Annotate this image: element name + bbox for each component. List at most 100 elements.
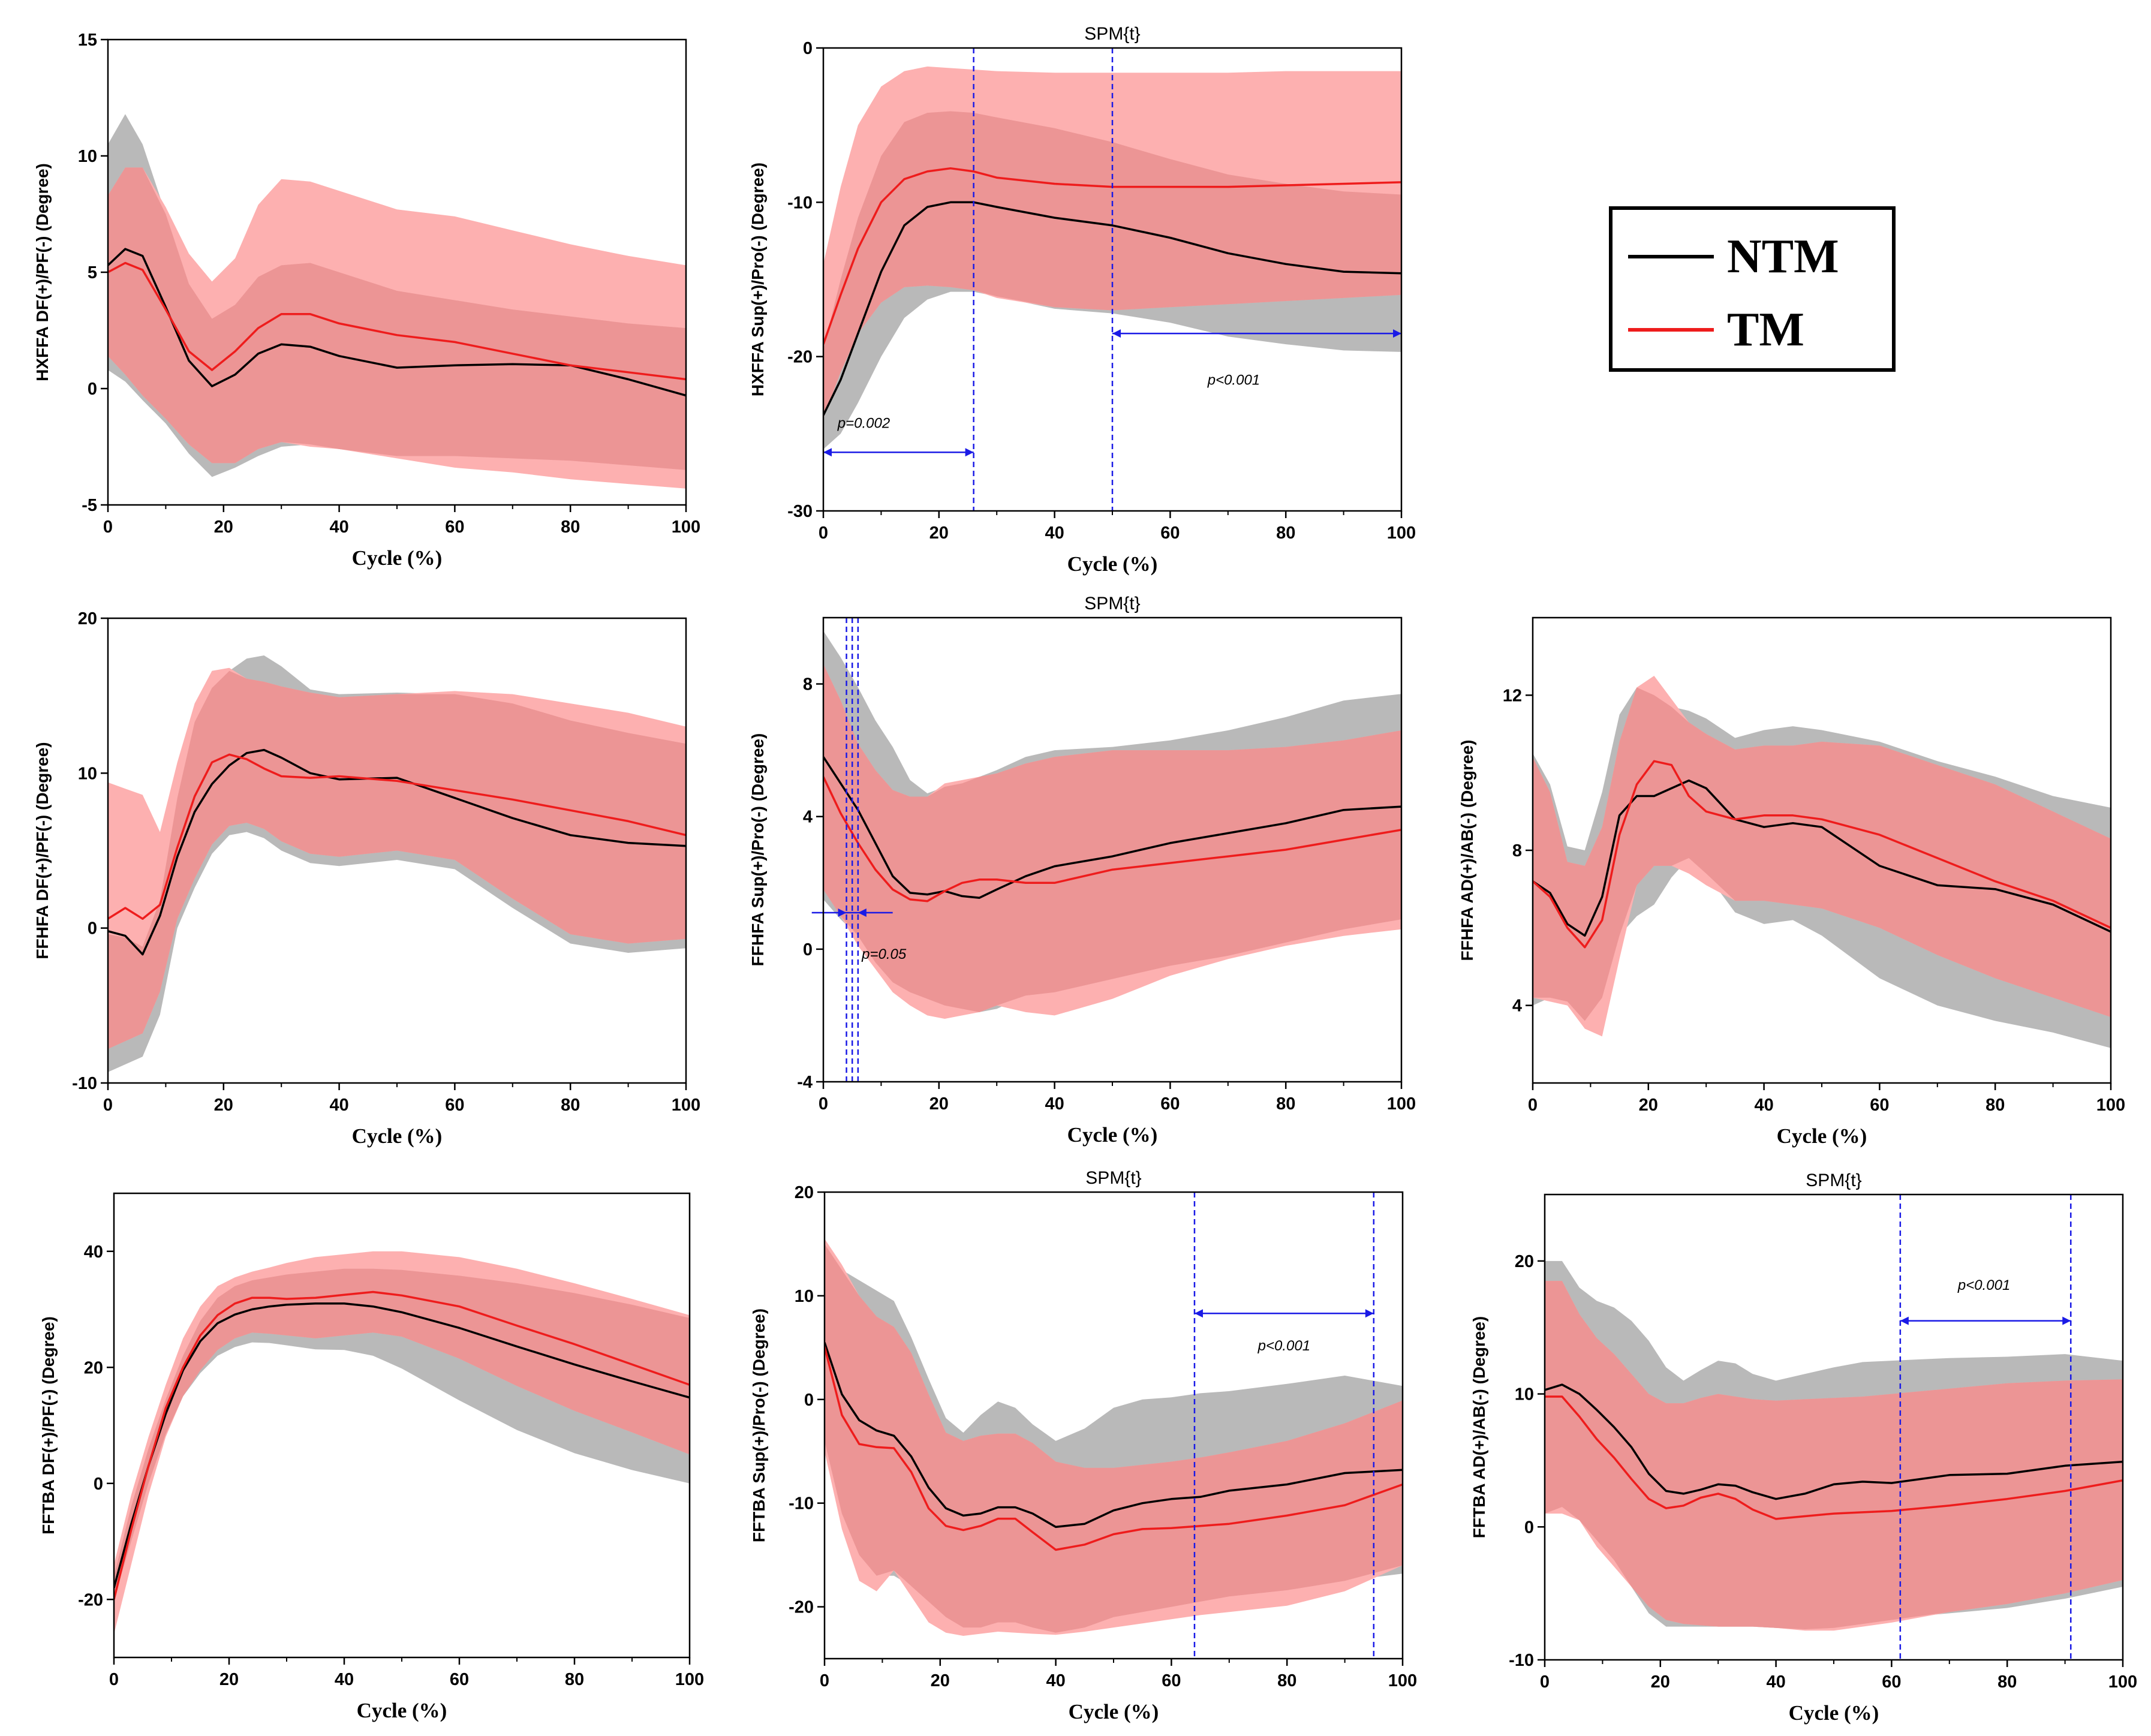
x-tick-label: 60: [1160, 523, 1180, 543]
overlap-band: [823, 664, 1401, 1012]
x-tick-label: 40: [1766, 1672, 1785, 1692]
x-tick-label: 60: [1162, 1671, 1181, 1690]
chart-hxffa-dfpf: 0 20 40 60 80 100 -5 0 5 10 15 Cycle (%) HXFFA DF(+)…: [33, 31, 700, 570]
x-tick-label: 40: [329, 1096, 348, 1115]
x-axis-title: Cycle (%): [1777, 1124, 1867, 1148]
y-axis-title: HXFFA DF(+)/PF(-) (Degree): [33, 163, 52, 381]
y-tick-label: 12: [1503, 686, 1522, 705]
y-tick-label: 0: [803, 940, 813, 959]
x-tick-label: 0: [820, 1671, 829, 1690]
x-tick-label: 0: [109, 1670, 119, 1689]
x-tick-label: 40: [335, 1670, 354, 1689]
spm-arrowhead: [2062, 1316, 2071, 1325]
y-tick-label: -10: [1509, 1651, 1534, 1670]
x-tick-label: 100: [1387, 1094, 1416, 1114]
chart-ffhfa-adab: 0 20 40 60 80 100 4 8 12 Cycle (%) FFHFA AD(+)/AB(…: [1458, 616, 2125, 1148]
x-tick-label: 20: [931, 1671, 950, 1690]
spm-p-value: p<0.001: [1957, 1277, 2010, 1293]
ntm-mean-line: [108, 248, 686, 397]
x-tick-label: 0: [103, 518, 113, 537]
spm-p-value: p<0.001: [1257, 1338, 1310, 1354]
y-tick-label: 0: [88, 919, 97, 938]
legend-label-tm: TM: [1727, 303, 1804, 356]
overlap-band: [1545, 1281, 2123, 1629]
x-tick-label: 80: [1985, 1096, 2005, 1115]
x-tick-label: 80: [565, 1670, 584, 1689]
y-tick-label: 20: [1515, 1252, 1534, 1271]
y-tick-label: 8: [1512, 841, 1522, 861]
ntm-mean-line: [114, 1302, 690, 1588]
y-tick-label: -10: [72, 1074, 97, 1093]
y-tick-label: -20: [78, 1590, 103, 1609]
y-tick-label: -10: [789, 1494, 814, 1514]
spm-title: SPM{t}: [1084, 594, 1140, 613]
x-tick-label: 0: [819, 523, 828, 543]
overlap-band: [1533, 687, 2111, 1021]
x-tick-label: 20: [1639, 1096, 1658, 1115]
spm-arrowhead: [838, 908, 847, 917]
x-tick-label: 0: [819, 1094, 828, 1114]
x-axis-title: Cycle (%): [352, 1124, 443, 1148]
x-tick-label: 0: [103, 1096, 113, 1115]
legend-label-ntm: NTM: [1727, 230, 1839, 283]
plot-area: [825, 1238, 1403, 1636]
y-tick-label: -5: [82, 496, 97, 515]
spm-title: SPM{t}: [1084, 24, 1140, 44]
ntm-mean-line: [1533, 779, 2111, 937]
x-tick-label: 60: [1870, 1096, 1889, 1115]
overlap-band: [825, 1244, 1403, 1633]
x-tick-label: 60: [1882, 1672, 1901, 1692]
x-axis-title: Cycle (%): [352, 546, 443, 570]
y-axis-title: FFTBA AD(+)/AB(-) (Degree): [1470, 1316, 1488, 1538]
x-tick-label: 20: [214, 518, 233, 537]
y-tick-label: -10: [787, 193, 813, 212]
y-tick-label: 0: [94, 1475, 103, 1494]
y-tick-label: 10: [78, 764, 97, 783]
x-tick-label: 60: [1160, 1094, 1180, 1114]
y-axis-title: FFHFA DF(+)/PF(-) (Degree): [33, 742, 52, 959]
spm-arrowhead: [858, 908, 867, 917]
chart-ffhfa-dfpf: 0 20 40 60 80 100 -10 0 10 20 Cycle (%) FFHFA DF(+)…: [33, 609, 700, 1148]
legend-box: [1609, 206, 1896, 372]
y-tick-label: 20: [78, 609, 97, 628]
overlap-band: [108, 670, 686, 1049]
x-tick-label: 100: [1387, 523, 1416, 543]
y-tick-label: 0: [88, 380, 97, 399]
plot-area: [108, 114, 686, 489]
tm-mean-line: [114, 1290, 690, 1600]
x-tick-label: 80: [561, 1096, 580, 1115]
y-tick-label: 4: [803, 808, 813, 827]
tm-mean-line: [825, 1346, 1403, 1551]
spm-arrowhead: [1393, 329, 1401, 338]
x-axis-title: Cycle (%): [1067, 1123, 1158, 1147]
x-tick-label: 40: [1754, 1096, 1773, 1115]
spm-arrowhead: [965, 448, 974, 457]
x-tick-label: 100: [672, 518, 700, 537]
x-tick-label: 40: [329, 518, 348, 537]
x-tick-label: 100: [675, 1670, 704, 1689]
tm-mean-line: [108, 753, 686, 920]
y-tick-label: 10: [78, 147, 97, 166]
chart-ffhfa-suppro: SPM{t} p=0.05 0 20 40 60 80 100 -4 0 4 8 Cycle (%) FF…: [748, 594, 1416, 1147]
plot-area: [114, 1251, 690, 1635]
y-tick-label: -30: [787, 502, 813, 521]
x-tick-label: 100: [672, 1096, 700, 1115]
x-tick-label: 0: [1540, 1672, 1550, 1692]
overlap-band: [114, 1268, 690, 1600]
x-axis-title: Cycle (%): [1069, 1700, 1159, 1723]
y-tick-label: 20: [795, 1183, 814, 1202]
y-tick-label: 40: [84, 1242, 103, 1262]
ntm-mean-line: [825, 1342, 1403, 1529]
y-tick-label: 4: [1512, 997, 1522, 1016]
x-axis-title: Cycle (%): [1789, 1701, 1879, 1725]
tm-mean-line: [1545, 1395, 2123, 1520]
plot-area: [1533, 676, 2111, 1048]
y-tick-label: -20: [787, 348, 813, 367]
chart-fftba-suppro: SPM{t} p<0.001 0 20 40 60 80 100 -20 -10 0 10 20 Cycl…: [750, 1168, 1417, 1723]
tm-mean-line: [108, 261, 686, 381]
x-tick-label: 80: [1276, 523, 1295, 543]
x-tick-label: 40: [1045, 1094, 1064, 1114]
y-tick-label: 0: [804, 1391, 814, 1410]
x-tick-label: 20: [219, 1670, 239, 1689]
